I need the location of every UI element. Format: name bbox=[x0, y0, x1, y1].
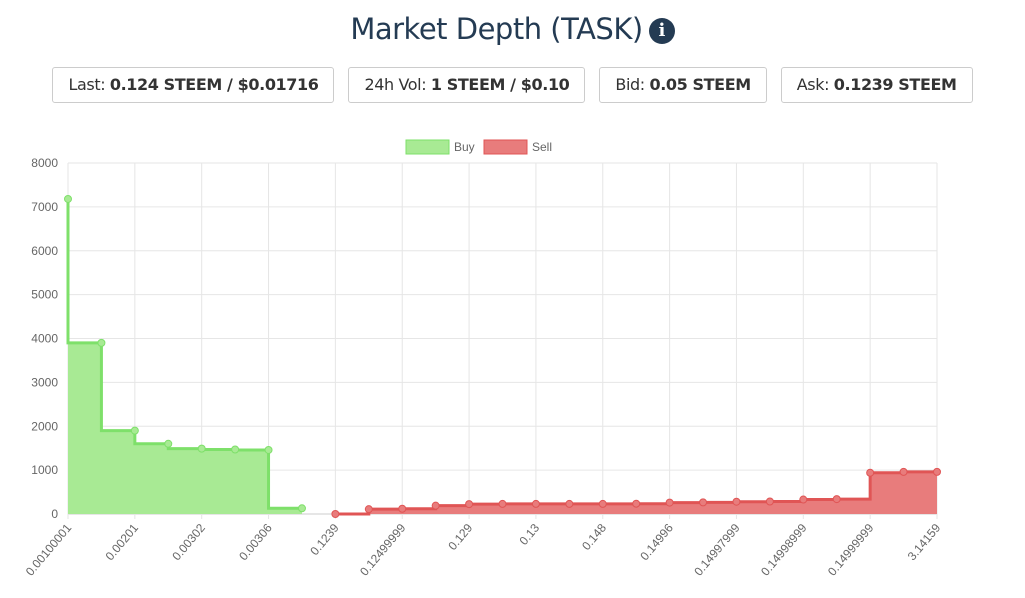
info-circle-icon[interactable]: i bbox=[648, 18, 675, 44]
stat-ask: Ask: 0.1239 STEEM bbox=[780, 67, 973, 103]
legend-buy-label: Buy bbox=[454, 140, 475, 154]
buy-point bbox=[231, 445, 240, 454]
y-tick-label: 0 bbox=[51, 507, 58, 521]
buy-point bbox=[97, 338, 106, 347]
sell-point bbox=[866, 468, 875, 477]
x-tick-label: 0.00201 bbox=[103, 521, 142, 563]
buy-point bbox=[64, 194, 72, 203]
y-tick-label: 6000 bbox=[31, 244, 58, 258]
sell-point bbox=[899, 467, 908, 476]
sell-point bbox=[665, 498, 674, 507]
sell-point bbox=[699, 498, 708, 507]
sell-point bbox=[465, 500, 474, 509]
buy-point bbox=[164, 439, 173, 448]
x-tick-label: 0.13 bbox=[516, 521, 542, 548]
y-tick-label: 8000 bbox=[31, 156, 58, 170]
stat-volume: 24h Vol: 1 STEEM / $0.10 bbox=[348, 67, 586, 103]
sell-point bbox=[799, 495, 808, 504]
x-tick-label: 0.14997999 bbox=[691, 521, 743, 579]
sell-point bbox=[431, 501, 440, 510]
sell-point bbox=[364, 505, 373, 514]
page-title: Market Depth (TASK) i bbox=[0, 12, 1025, 46]
sell-point bbox=[632, 499, 641, 508]
sell-point bbox=[531, 499, 540, 508]
x-tick-label: 0.129 bbox=[445, 521, 475, 553]
sell-point bbox=[933, 467, 941, 476]
y-tick-label: 7000 bbox=[31, 200, 58, 214]
y-tick-label: 2000 bbox=[31, 419, 58, 433]
x-tick-label: 3.14159 bbox=[905, 521, 944, 563]
buy-point bbox=[264, 445, 273, 454]
stats-bar: Last: 0.124 STEEM / $0.01716 24h Vol: 1 … bbox=[0, 67, 1025, 103]
stat-bid: Bid: 0.05 STEEM bbox=[599, 67, 767, 103]
stat-last: Last: 0.124 STEEM / $0.01716 bbox=[52, 67, 335, 103]
x-tick-label: 0.00100001 bbox=[23, 521, 75, 579]
sell-point bbox=[765, 497, 774, 506]
sell-area bbox=[335, 471, 937, 514]
legend-buy-swatch bbox=[405, 139, 450, 155]
buy-area bbox=[68, 198, 302, 515]
x-tick-label: 0.12499999 bbox=[357, 521, 409, 579]
buy-point bbox=[297, 504, 306, 513]
y-tick-label: 1000 bbox=[31, 463, 58, 477]
sell-point bbox=[732, 497, 741, 506]
sell-point bbox=[832, 495, 841, 504]
buy-point bbox=[197, 444, 206, 453]
sell-point bbox=[565, 499, 574, 508]
x-tick-label: 0.14996 bbox=[637, 521, 676, 563]
legend-sell-swatch bbox=[483, 139, 528, 155]
y-tick-label: 4000 bbox=[31, 332, 58, 346]
x-tick-label: 0.1239 bbox=[307, 521, 342, 558]
buy-line bbox=[66, 198, 302, 510]
x-tick-label: 0.14999999 bbox=[825, 521, 877, 579]
x-tick-label: 0.00302 bbox=[169, 521, 208, 563]
x-tick-label: 0.14998999 bbox=[758, 521, 810, 579]
buy-point bbox=[130, 426, 139, 435]
y-tick-label: 5000 bbox=[31, 288, 58, 302]
sell-point bbox=[331, 510, 340, 518]
sell-point bbox=[598, 499, 607, 508]
y-tick-label: 3000 bbox=[31, 375, 58, 389]
sell-point bbox=[498, 499, 507, 508]
legend-sell-label: Sell bbox=[532, 140, 552, 154]
x-tick-label: 0.148 bbox=[579, 521, 609, 553]
sell-point bbox=[398, 504, 407, 513]
x-tick-label: 0.00306 bbox=[236, 521, 275, 563]
